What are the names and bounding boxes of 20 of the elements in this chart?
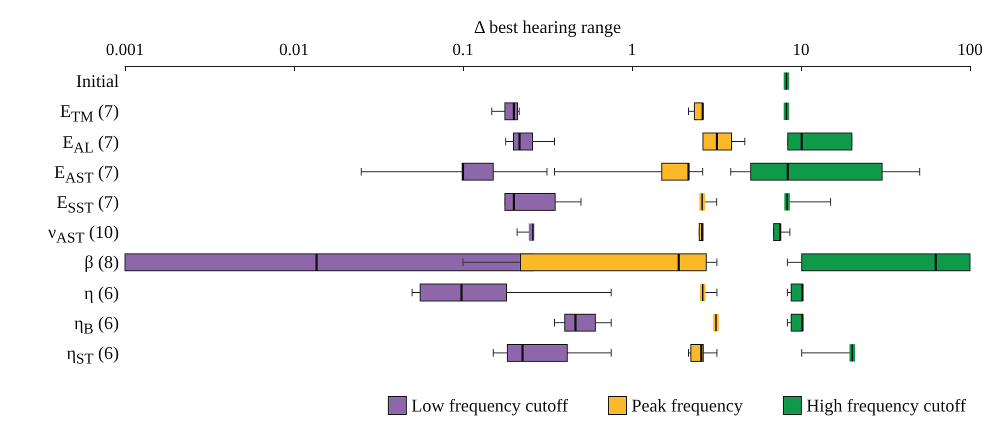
y-tick-label: E$_{AL}$ (7) bbox=[62, 130, 119, 158]
y-tick-label: E$_{TM}$ (7) bbox=[60, 100, 119, 128]
x-axis-title: Δ best hearing range bbox=[474, 17, 622, 37]
x-tick-label: 0.01 bbox=[279, 40, 309, 59]
y-tick-label: η (6) bbox=[84, 282, 119, 304]
y-tick-label: β (8) bbox=[84, 251, 119, 274]
x-tick-label: 1 bbox=[628, 40, 636, 59]
legend-label: Low frequency cutoff bbox=[411, 396, 568, 416]
legend-label: High frequency cutoff bbox=[806, 396, 966, 416]
x-tick-label: 0.1 bbox=[452, 40, 474, 59]
y-tick-label: E$_{AST}$ (7) bbox=[54, 160, 119, 188]
legend-label: Peak frequency bbox=[631, 396, 743, 416]
x-tick-label: 0.001 bbox=[106, 40, 144, 59]
x-tick-label: 10 bbox=[792, 40, 810, 59]
y-tick-label: η$_{B}$ (6) bbox=[74, 312, 119, 340]
y-tick-label: Initial bbox=[76, 70, 119, 94]
y-tick-label: ν$_{AST}$ (10) bbox=[48, 221, 119, 249]
y-tick-label: η$_{ST}$ (6) bbox=[66, 342, 119, 370]
x-tick-label: 100 bbox=[957, 40, 983, 59]
y-tick-label: E$_{SST}$ (7) bbox=[56, 190, 119, 218]
